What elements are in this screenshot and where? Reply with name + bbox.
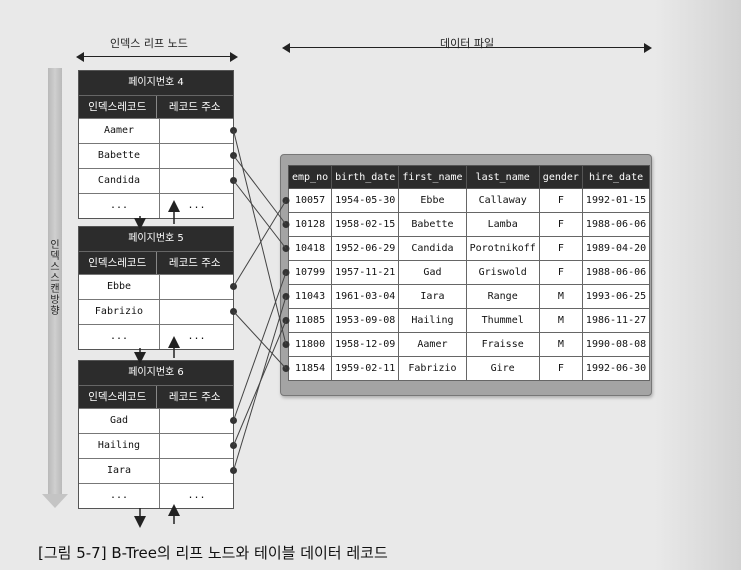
scan-direction-bar [48,68,62,496]
record-address-ellipsis: ... [187,331,206,342]
table-cell: 1990-08-08 [581,332,651,357]
table-cell: F [538,356,583,381]
index-key: Candida [79,169,160,193]
leaf-node-label: 인덱스 리프 노드 [110,37,188,50]
index-key: Babette [79,144,160,168]
table-cell: Gire [465,356,540,381]
index-key: Aamer [79,119,160,143]
column-header: emp_no [287,165,333,189]
record-pointer-lines [233,130,290,471]
table-cell: F [538,188,583,213]
col-record-address: 레코드 주소 [168,391,221,403]
scan-arrowhead-icon [42,494,68,508]
table-row: 11854 1959-02-11 Fabrizio Gire F 1992-06-30 [287,356,651,381]
scan-direction-label: 인덱스 스캔 방향 [50,240,60,317]
column-header: birth_date [331,165,400,189]
table-cell: 1959-02-11 [331,356,400,381]
index-row-ellipsis: ...... [79,483,233,508]
leaf-page-6: 페이지번호 6 인덱스레코드 레코드 주소 Gad Hailing Iara .… [78,360,237,509]
index-key: Gad [79,409,160,433]
page-title: 페이지번호 6 [79,361,233,385]
pointer-line [233,155,287,225]
index-row-ellipsis: ...... [79,193,233,218]
data-file-panel: emp_no birth_date first_name last_name g… [280,154,652,396]
column-header: last_name [465,165,540,189]
page-title: 페이지번호 4 [79,71,233,95]
table-cell: Lamba [465,212,540,237]
index-key: Ebbe [79,275,160,299]
table-cell: Callaway [465,188,540,213]
table-cell: Porotnikoff [465,236,540,261]
table-cell: Babette [398,212,467,237]
table-row: 11085 1953-09-08 Hailing Thummel M 1986-11-27 [287,308,651,333]
employees-table: emp_no birth_date first_name last_name g… [287,165,651,381]
table-cell: 1961-03-04 [331,284,400,309]
background-fade [655,0,741,570]
page-column-header: 인덱스레코드 레코드 주소 [79,95,233,118]
record-address-ellipsis: ... [187,490,206,501]
column-header: gender [538,165,583,189]
index-key: ... [79,484,160,508]
col-index-record: 인덱스레코드 [79,386,157,408]
table-cell: 1953-09-08 [331,308,400,333]
index-key: Hailing [79,434,160,458]
table-cell: 1986-11-27 [581,308,651,333]
table-row: 10799 1957-11-21 Gad Griswold F 1988-06-06 [287,260,651,285]
table-cell: 1988-06-06 [581,212,651,237]
table-header-row: emp_no birth_date first_name last_name g… [287,165,651,189]
table-cell: 11085 [287,308,333,333]
figure-caption: [그림 5-7] B-Tree의 리프 노드와 테이블 데이터 레코드 [38,544,388,562]
column-header: hire_date [581,165,651,189]
table-cell: 1993-06-25 [581,284,651,309]
col-index-record: 인덱스레코드 [79,252,157,274]
page-title: 페이지번호 5 [79,227,233,251]
index-key: Iara [79,459,160,483]
col-index-record: 인덱스레코드 [79,96,157,118]
pointer-line [233,311,287,369]
page-column-header: 인덱스레코드 레코드 주소 [79,385,233,408]
index-row-ellipsis: ...... [79,324,233,349]
pointer-line [233,200,287,287]
table-cell: F [538,260,583,285]
table-cell: Griswold [465,260,540,285]
col-record-address: 레코드 주소 [168,101,221,113]
leaf-page-5: 페이지번호 5 인덱스레코드 레코드 주소 Ebbe Fabrizio ....… [78,226,237,350]
table-cell: 1992-01-15 [581,188,651,213]
table-cell: Fabrizio [398,356,467,381]
column-header: first_name [398,165,467,189]
index-key: Fabrizio [79,300,160,324]
table-cell: 1957-11-21 [331,260,400,285]
leaf-page-4: 페이지번호 4 인덱스레코드 레코드 주소 Aamer Babette Cand… [78,70,237,219]
pointer-line [233,130,287,345]
record-address-ellipsis: ... [187,200,206,211]
pointer-line [233,180,287,249]
data-span-arrow [282,43,652,53]
table-cell: 1989-04-20 [581,236,651,261]
table-cell: Hailing [398,308,467,333]
leaf-span-arrow [76,52,238,62]
page-column-header: 인덱스레코드 레코드 주소 [79,251,233,274]
index-key: ... [79,194,160,218]
table-cell: M [538,284,583,309]
col-record-address: 레코드 주소 [168,257,221,269]
pointer-line [233,272,287,421]
index-key: ... [79,325,160,349]
table-cell: Ebbe [398,188,467,213]
table-row: 11043 1961-03-04 Iara Range M 1993-06-25 [287,284,651,309]
table-cell: 1992-06-30 [581,356,651,381]
pointer-line [233,296,287,471]
table-cell: Iara [398,284,467,309]
data-file-label: 데이터 파일 [440,37,495,50]
table-cell: Thummel [465,308,540,333]
